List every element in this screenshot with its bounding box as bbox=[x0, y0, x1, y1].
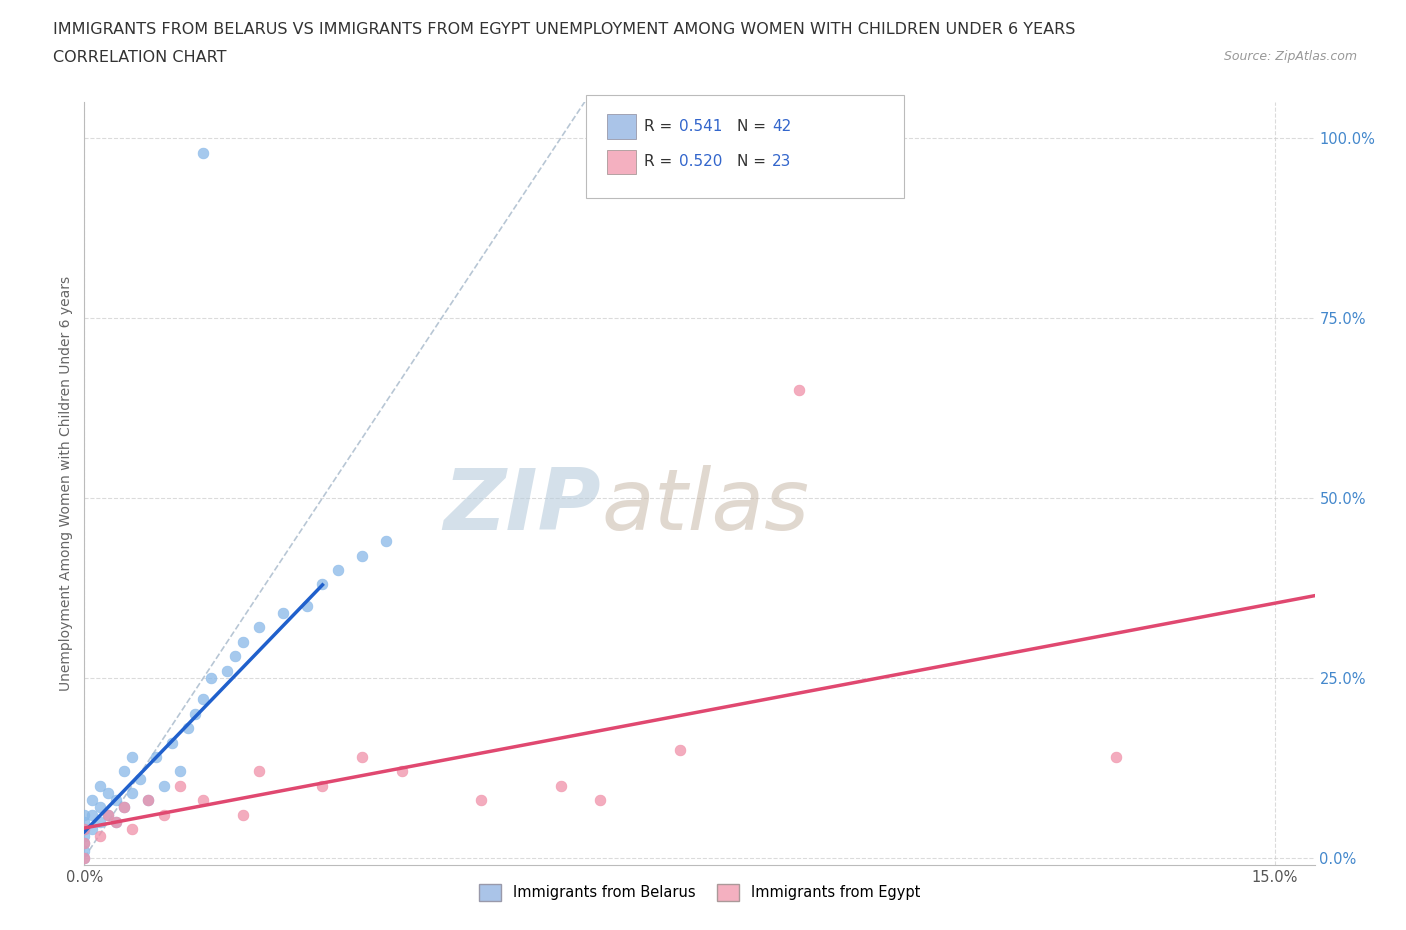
Point bbox=[193, 792, 215, 807]
Point bbox=[184, 707, 207, 722]
Text: R =: R = bbox=[644, 119, 678, 134]
Point bbox=[89, 778, 111, 793]
Point bbox=[668, 742, 690, 757]
Point bbox=[73, 829, 96, 844]
Point bbox=[121, 786, 143, 801]
Point bbox=[73, 836, 96, 851]
Text: 42: 42 bbox=[772, 119, 792, 134]
Point bbox=[295, 599, 318, 614]
Point bbox=[224, 649, 246, 664]
Point bbox=[82, 807, 104, 822]
Point bbox=[470, 792, 492, 807]
Point bbox=[152, 807, 174, 822]
Point bbox=[136, 792, 159, 807]
Point bbox=[97, 807, 120, 822]
Point bbox=[73, 844, 96, 858]
Point bbox=[247, 764, 270, 778]
Point bbox=[73, 850, 96, 865]
Text: R =: R = bbox=[644, 154, 678, 169]
Point bbox=[1105, 750, 1128, 764]
Point bbox=[105, 815, 128, 830]
Point bbox=[217, 663, 239, 678]
Point bbox=[121, 750, 143, 764]
Y-axis label: Unemployment Among Women with Children Under 6 years: Unemployment Among Women with Children U… bbox=[59, 276, 73, 691]
Text: Source: ZipAtlas.com: Source: ZipAtlas.com bbox=[1223, 50, 1357, 63]
Point bbox=[232, 807, 254, 822]
Point bbox=[73, 821, 96, 836]
Point bbox=[311, 778, 333, 793]
Point bbox=[82, 792, 104, 807]
Point bbox=[82, 821, 104, 836]
Point bbox=[105, 792, 128, 807]
Point bbox=[375, 534, 398, 549]
Point bbox=[271, 605, 294, 620]
Point bbox=[145, 750, 167, 764]
Point bbox=[176, 721, 198, 736]
Text: N =: N = bbox=[737, 119, 770, 134]
Point bbox=[73, 850, 96, 865]
Point bbox=[311, 577, 333, 591]
Text: 0.520: 0.520 bbox=[679, 154, 723, 169]
Point bbox=[73, 836, 96, 851]
Point bbox=[200, 671, 222, 685]
Point bbox=[112, 800, 135, 815]
Point bbox=[97, 786, 120, 801]
Point bbox=[129, 771, 152, 786]
Point bbox=[193, 692, 215, 707]
Point bbox=[352, 750, 374, 764]
Point bbox=[97, 807, 120, 822]
Point bbox=[787, 382, 810, 397]
Text: IMMIGRANTS FROM BELARUS VS IMMIGRANTS FROM EGYPT UNEMPLOYMENT AMONG WOMEN WITH C: IMMIGRANTS FROM BELARUS VS IMMIGRANTS FR… bbox=[53, 22, 1076, 37]
Text: 23: 23 bbox=[772, 154, 792, 169]
Point bbox=[136, 792, 159, 807]
Point bbox=[193, 145, 215, 160]
Point bbox=[232, 634, 254, 649]
Point bbox=[391, 764, 413, 778]
Point bbox=[328, 563, 350, 578]
Text: 0.541: 0.541 bbox=[679, 119, 723, 134]
Point bbox=[152, 778, 174, 793]
Text: atlas: atlas bbox=[602, 465, 808, 548]
Point bbox=[247, 620, 270, 635]
Point bbox=[589, 792, 612, 807]
Text: ZIP: ZIP bbox=[443, 465, 602, 548]
Point bbox=[89, 829, 111, 844]
Point bbox=[352, 548, 374, 563]
Point bbox=[89, 800, 111, 815]
Point bbox=[121, 821, 143, 836]
Point bbox=[112, 800, 135, 815]
Point bbox=[169, 778, 191, 793]
Point bbox=[73, 821, 96, 836]
Point bbox=[550, 778, 572, 793]
Point bbox=[160, 735, 183, 750]
Text: N =: N = bbox=[737, 154, 770, 169]
Point bbox=[105, 815, 128, 830]
Point bbox=[112, 764, 135, 778]
Point bbox=[73, 815, 96, 830]
Point bbox=[89, 815, 111, 830]
Point bbox=[169, 764, 191, 778]
Legend: Immigrants from Belarus, Immigrants from Egypt: Immigrants from Belarus, Immigrants from… bbox=[474, 878, 925, 907]
Point bbox=[73, 807, 96, 822]
Text: CORRELATION CHART: CORRELATION CHART bbox=[53, 50, 226, 65]
